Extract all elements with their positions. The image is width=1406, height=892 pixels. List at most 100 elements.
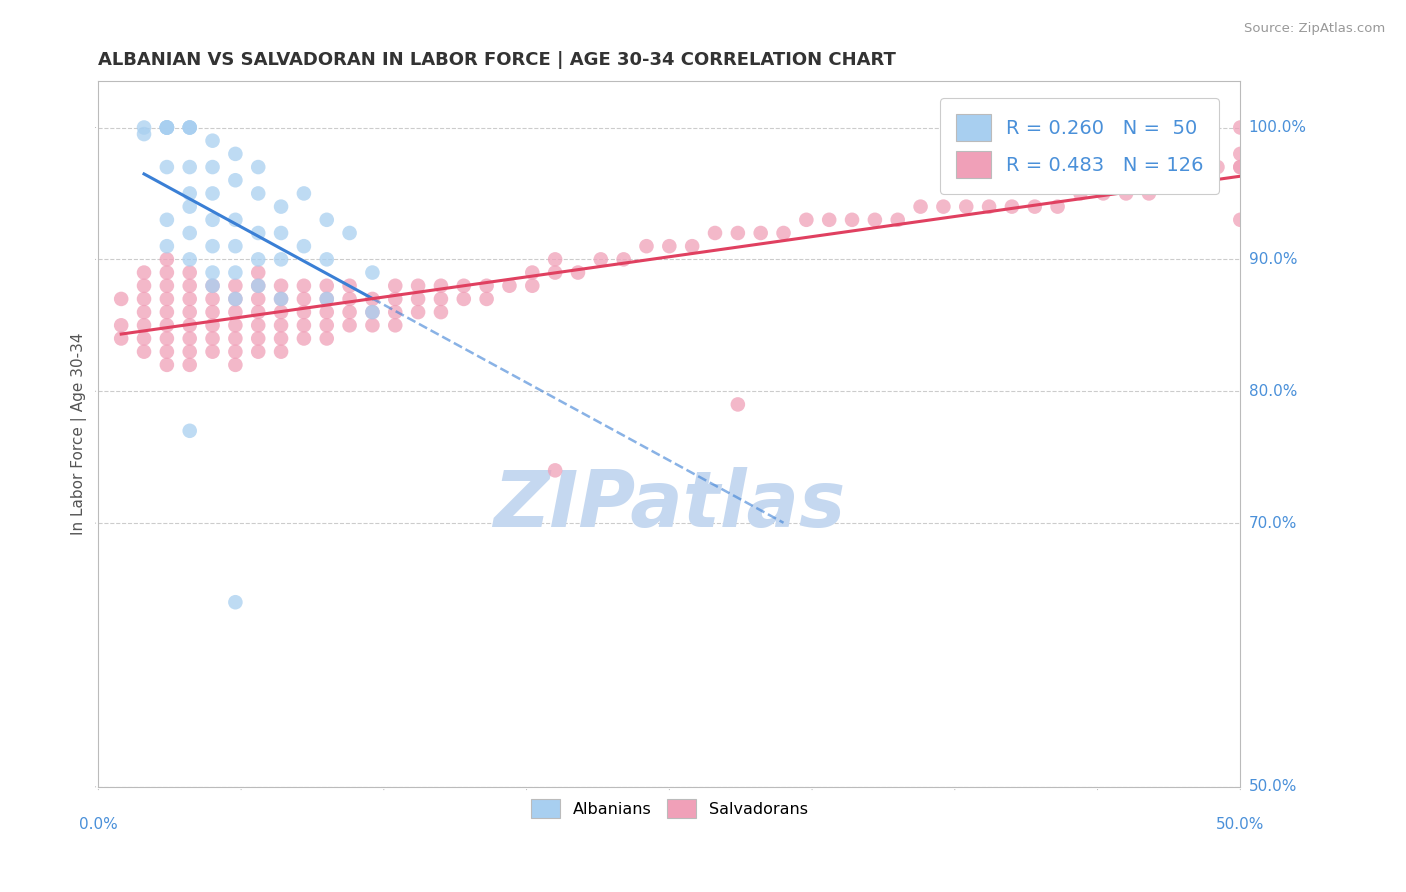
- Point: [361, 305, 384, 319]
- Point: [201, 278, 224, 293]
- Y-axis label: In Labor Force | Age 30-34: In Labor Force | Age 30-34: [72, 333, 87, 535]
- Point: [339, 305, 361, 319]
- Point: [247, 292, 270, 306]
- Point: [522, 266, 544, 280]
- Point: [179, 278, 201, 293]
- Point: [224, 358, 246, 372]
- Point: [1024, 200, 1046, 214]
- Point: [179, 252, 201, 267]
- Point: [224, 266, 246, 280]
- Point: [156, 120, 179, 135]
- Point: [475, 292, 498, 306]
- Point: [132, 266, 155, 280]
- Point: [132, 305, 155, 319]
- Point: [339, 278, 361, 293]
- Point: [772, 226, 794, 240]
- Point: [132, 344, 155, 359]
- Point: [179, 200, 201, 214]
- Point: [179, 424, 201, 438]
- Point: [932, 200, 955, 214]
- Point: [270, 278, 292, 293]
- Text: 50.0%: 50.0%: [1216, 817, 1264, 832]
- Point: [224, 173, 246, 187]
- Point: [247, 344, 270, 359]
- Text: 50.0%: 50.0%: [1249, 780, 1296, 795]
- Point: [453, 278, 475, 293]
- Point: [292, 278, 315, 293]
- Point: [110, 318, 132, 333]
- Point: [132, 331, 155, 345]
- Point: [1001, 200, 1024, 214]
- Point: [636, 239, 658, 253]
- Point: [453, 292, 475, 306]
- Point: [339, 226, 361, 240]
- Point: [292, 292, 315, 306]
- Point: [179, 344, 201, 359]
- Text: 0.0%: 0.0%: [79, 817, 118, 832]
- Point: [201, 318, 224, 333]
- Point: [224, 292, 246, 306]
- Point: [179, 120, 201, 135]
- Point: [1069, 186, 1091, 201]
- Point: [201, 305, 224, 319]
- Point: [1229, 212, 1251, 227]
- Point: [156, 252, 179, 267]
- Point: [315, 305, 337, 319]
- Point: [179, 120, 201, 135]
- Point: [339, 318, 361, 333]
- Point: [1115, 186, 1137, 201]
- Point: [292, 186, 315, 201]
- Point: [818, 212, 841, 227]
- Point: [270, 252, 292, 267]
- Point: [179, 226, 201, 240]
- Point: [156, 292, 179, 306]
- Point: [132, 318, 155, 333]
- Point: [1184, 173, 1206, 187]
- Point: [179, 120, 201, 135]
- Point: [201, 331, 224, 345]
- Point: [430, 305, 453, 319]
- Point: [224, 239, 246, 253]
- Point: [270, 226, 292, 240]
- Point: [179, 292, 201, 306]
- Point: [522, 278, 544, 293]
- Point: [247, 331, 270, 345]
- Point: [430, 292, 453, 306]
- Point: [681, 239, 703, 253]
- Point: [315, 278, 337, 293]
- Point: [361, 305, 384, 319]
- Point: [179, 318, 201, 333]
- Point: [224, 595, 246, 609]
- Point: [1184, 134, 1206, 148]
- Point: [224, 212, 246, 227]
- Point: [201, 160, 224, 174]
- Point: [910, 200, 932, 214]
- Point: [613, 252, 636, 267]
- Point: [796, 212, 818, 227]
- Point: [156, 318, 179, 333]
- Point: [315, 331, 337, 345]
- Point: [179, 305, 201, 319]
- Point: [156, 344, 179, 359]
- Point: [361, 266, 384, 280]
- Point: [315, 292, 337, 306]
- Point: [224, 318, 246, 333]
- Legend: Albanians, Salvadorans: Albanians, Salvadorans: [524, 792, 814, 825]
- Point: [247, 278, 270, 293]
- Point: [498, 278, 520, 293]
- Point: [247, 278, 270, 293]
- Point: [247, 266, 270, 280]
- Point: [156, 212, 179, 227]
- Point: [658, 239, 681, 253]
- Point: [1229, 147, 1251, 161]
- Point: [1229, 160, 1251, 174]
- Point: [544, 266, 567, 280]
- Point: [270, 305, 292, 319]
- Point: [156, 239, 179, 253]
- Point: [247, 318, 270, 333]
- Point: [270, 200, 292, 214]
- Text: ALBANIAN VS SALVADORAN IN LABOR FORCE | AGE 30-34 CORRELATION CHART: ALBANIAN VS SALVADORAN IN LABOR FORCE | …: [98, 51, 896, 69]
- Point: [384, 292, 406, 306]
- Point: [406, 292, 429, 306]
- Point: [315, 252, 337, 267]
